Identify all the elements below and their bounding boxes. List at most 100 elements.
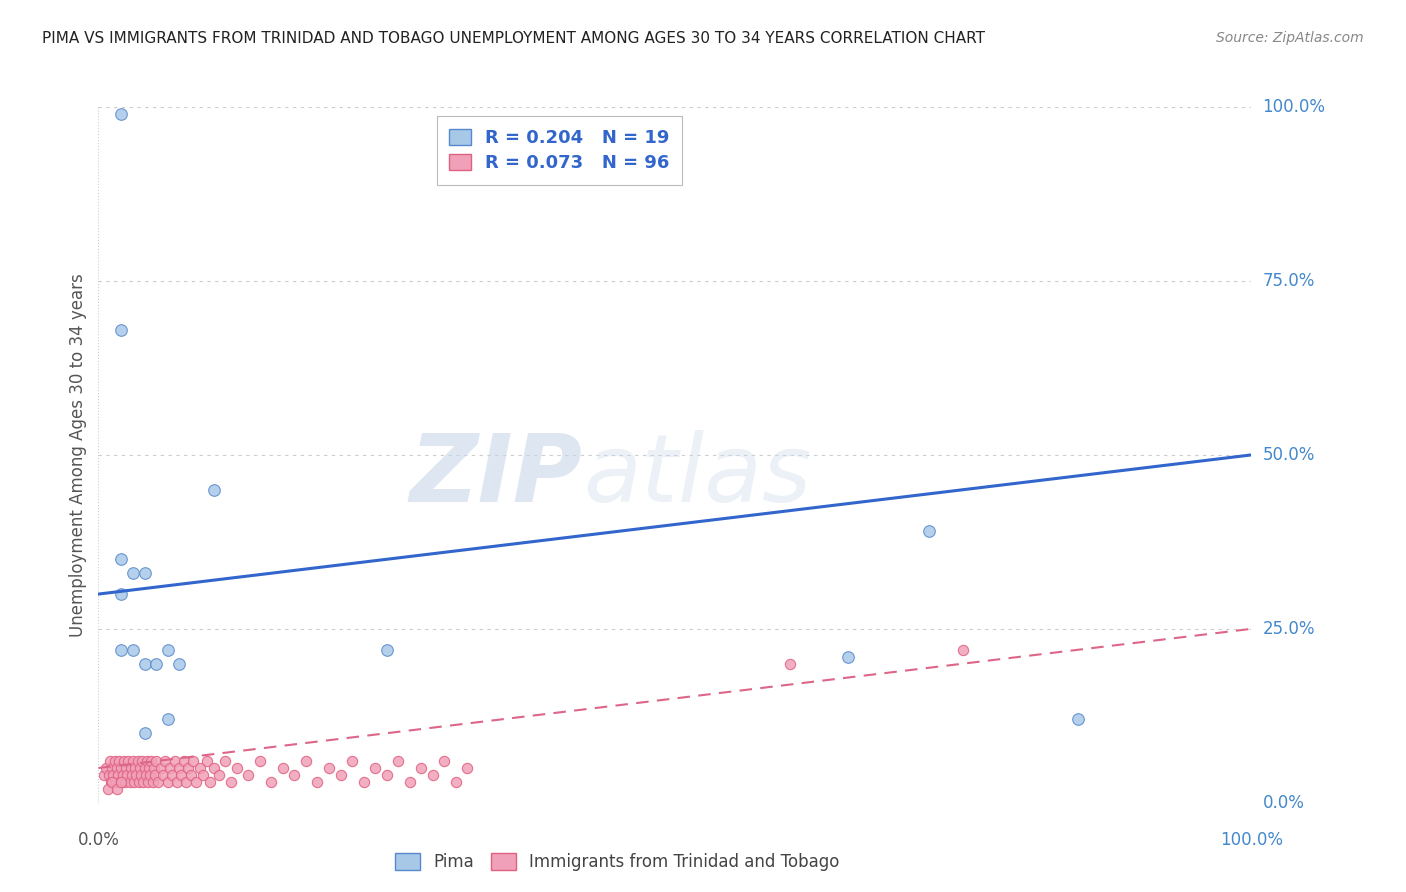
Point <box>225 761 247 775</box>
Point <box>129 761 152 775</box>
Point <box>110 642 132 657</box>
Point <box>111 768 134 782</box>
Point <box>159 761 181 775</box>
Text: 100.0%: 100.0% <box>1263 98 1326 116</box>
Point <box>152 768 174 782</box>
Point <box>127 754 149 768</box>
Point <box>108 754 131 768</box>
Text: 25.0%: 25.0% <box>1263 620 1315 638</box>
Point <box>375 768 398 782</box>
Point <box>101 761 124 775</box>
Point <box>121 768 143 782</box>
Point <box>122 642 145 657</box>
Point <box>456 761 478 775</box>
Point <box>138 761 160 775</box>
Point <box>122 775 145 789</box>
Point <box>104 775 127 789</box>
Point <box>387 754 409 768</box>
Point <box>139 768 162 782</box>
Point <box>107 768 129 782</box>
Point <box>375 642 398 657</box>
Point <box>307 775 329 789</box>
Point <box>340 754 363 768</box>
Point <box>97 781 120 796</box>
Point <box>131 754 153 768</box>
Text: 50.0%: 50.0% <box>1263 446 1315 464</box>
Point <box>122 566 145 581</box>
Point <box>167 657 190 671</box>
Point <box>110 761 132 775</box>
Point <box>110 775 132 789</box>
Point <box>249 754 271 768</box>
Point <box>202 761 225 775</box>
Point <box>166 775 188 789</box>
Point <box>188 761 211 775</box>
Point <box>156 642 179 657</box>
Point <box>295 754 318 768</box>
Point <box>125 768 148 782</box>
Point <box>160 768 183 782</box>
Point <box>422 768 444 782</box>
Point <box>101 775 124 789</box>
Point <box>1067 712 1090 726</box>
Legend: Pima, Immigrants from Trinidad and Tobago: Pima, Immigrants from Trinidad and Tobag… <box>388 847 846 878</box>
Text: 0.0%: 0.0% <box>77 830 120 848</box>
Point <box>135 768 157 782</box>
Point <box>110 107 132 121</box>
Text: 0.0%: 0.0% <box>1263 794 1305 812</box>
Point <box>124 761 146 775</box>
Point <box>122 754 145 768</box>
Point <box>141 754 163 768</box>
Point <box>142 761 165 775</box>
Point <box>219 775 242 789</box>
Point <box>195 754 218 768</box>
Y-axis label: Unemployment Among Ages 30 to 34 years: Unemployment Among Ages 30 to 34 years <box>69 273 87 637</box>
Point <box>364 761 387 775</box>
Point <box>134 726 156 740</box>
Point <box>181 754 204 768</box>
Point <box>117 768 138 782</box>
Point <box>134 566 156 581</box>
Point <box>103 754 125 768</box>
Point <box>177 761 200 775</box>
Point <box>170 768 193 782</box>
Point <box>156 775 179 789</box>
Point <box>174 775 197 789</box>
Point <box>98 754 121 768</box>
Point <box>96 761 118 775</box>
Point <box>238 768 260 782</box>
Point <box>200 775 222 789</box>
Point <box>202 483 225 497</box>
Point <box>135 754 157 768</box>
Point <box>136 775 159 789</box>
Point <box>917 524 939 539</box>
Point <box>120 761 142 775</box>
Point <box>143 768 166 782</box>
Point <box>105 761 128 775</box>
Text: ZIP: ZIP <box>409 430 582 522</box>
Point <box>129 768 152 782</box>
Point <box>110 587 132 601</box>
Point <box>100 775 122 789</box>
Point <box>283 768 305 782</box>
Point <box>105 781 128 796</box>
Point <box>132 775 155 789</box>
Text: PIMA VS IMMIGRANTS FROM TRINIDAD AND TOBAGO UNEMPLOYMENT AMONG AGES 30 TO 34 YEA: PIMA VS IMMIGRANTS FROM TRINIDAD AND TOB… <box>42 31 986 46</box>
Point <box>103 768 125 782</box>
Point <box>186 775 208 789</box>
Point <box>433 754 456 768</box>
Text: atlas: atlas <box>582 430 811 521</box>
Point <box>193 768 215 782</box>
Text: Source: ZipAtlas.com: Source: ZipAtlas.com <box>1216 31 1364 45</box>
Point <box>115 761 138 775</box>
Point <box>128 775 150 789</box>
Point <box>271 761 294 775</box>
Point <box>134 657 156 671</box>
Point <box>837 649 859 664</box>
Point <box>163 754 186 768</box>
Point <box>112 754 135 768</box>
Point <box>117 754 139 768</box>
Text: 100.0%: 100.0% <box>1220 830 1282 848</box>
Point <box>353 775 375 789</box>
Point <box>118 775 141 789</box>
